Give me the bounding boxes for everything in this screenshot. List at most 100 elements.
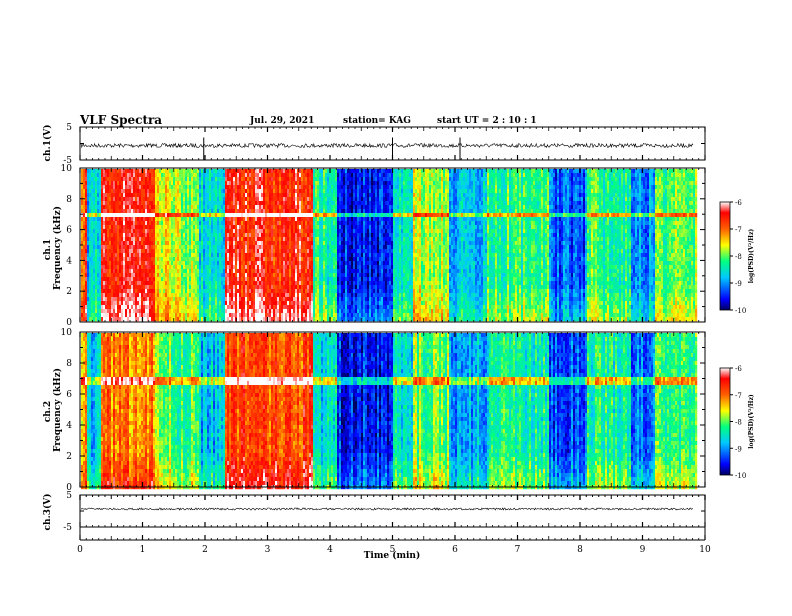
spectrogram-cell	[193, 217, 195, 221]
spectrogram-cell	[133, 273, 135, 277]
spectrogram-cell	[173, 177, 175, 181]
spectrogram-cell	[115, 217, 117, 221]
spectrogram-cell	[229, 281, 231, 285]
spectrogram-cell	[151, 269, 153, 273]
spectrogram-cell	[213, 177, 215, 181]
spectrogram-cell	[205, 309, 207, 313]
spectrogram-cell	[319, 265, 321, 269]
spectrogram-cell	[245, 205, 247, 209]
spectrogram-cell	[111, 185, 113, 189]
spectrogram-cell	[237, 225, 239, 229]
spectrogram-cell	[131, 189, 133, 193]
spectrogram-cell	[255, 229, 257, 233]
spectrogram-cell	[227, 189, 229, 193]
spectrogram-cell	[165, 277, 167, 281]
spectrogram-cell	[259, 217, 261, 221]
spectrogram-cell	[179, 237, 181, 241]
spectrogram-cell	[203, 293, 205, 297]
spectrogram-cell	[169, 177, 171, 181]
spectrogram-cell	[301, 265, 303, 269]
spectrogram-cell	[233, 221, 235, 225]
spectrogram-cell	[177, 249, 179, 253]
spectrogram-cell	[319, 181, 321, 185]
spectrogram-cell	[85, 249, 87, 253]
spectrogram-cell	[151, 173, 153, 177]
spectrogram-cell	[117, 265, 119, 269]
spectrogram-cell	[251, 301, 253, 305]
spectrogram-cell	[231, 169, 233, 173]
spectrogram-cell	[215, 193, 217, 197]
spectrogram-cell	[291, 269, 293, 273]
spectrogram-cell	[173, 233, 175, 237]
spectrogram-cell	[309, 177, 311, 181]
spectrogram-cell	[149, 237, 151, 241]
spectrogram-cell	[249, 285, 251, 289]
spectrogram-cell	[263, 189, 265, 193]
spectrogram-cell	[161, 305, 163, 309]
spectrogram-cell	[93, 269, 95, 273]
spectrogram-cell	[239, 281, 241, 285]
spectrogram-cell	[213, 301, 215, 305]
spectrogram-cell	[279, 289, 281, 293]
spectrogram-cell	[209, 313, 211, 317]
spectrogram-cell	[215, 317, 217, 321]
spectrogram-cell	[143, 301, 145, 305]
spectrogram-cell	[329, 197, 331, 201]
spectrogram-cell	[325, 173, 327, 177]
spectrogram-cell	[127, 169, 129, 173]
spectrogram-cell	[153, 269, 155, 273]
spectrogram-cell	[225, 265, 227, 269]
spectrogram-cell	[203, 269, 205, 273]
spectrogram-cell	[271, 237, 273, 241]
spectrogram-cell	[183, 173, 185, 177]
spectrogram-cell	[311, 261, 313, 265]
spectrogram-cell	[99, 285, 101, 289]
spectrogram-cell	[103, 257, 105, 261]
spectrogram-cell	[143, 229, 145, 233]
spectrogram-cell	[111, 177, 113, 181]
spectrogram-cell	[277, 237, 279, 241]
spectrogram-cell	[169, 197, 171, 201]
spectrogram-cell	[279, 201, 281, 205]
spectrogram-cell	[287, 313, 289, 317]
spectrogram-cell	[235, 309, 237, 313]
spectrogram-cell	[243, 293, 245, 297]
spectrogram-cell	[153, 293, 155, 297]
spectrogram-cell	[203, 245, 205, 249]
spectrogram-cell	[185, 313, 187, 317]
spectrogram-cell	[315, 297, 317, 301]
spectrogram-cell	[319, 269, 321, 273]
spectrogram-cell	[249, 277, 251, 281]
spectrogram-cell	[329, 177, 331, 181]
spectrogram-cell	[219, 169, 221, 173]
spectrogram-cell	[231, 213, 233, 217]
spectrogram-cell	[301, 305, 303, 309]
spectrogram-cell	[175, 249, 177, 253]
spectrogram-cell	[91, 217, 93, 221]
spectrogram-cell	[229, 261, 231, 265]
spectrogram-cell	[301, 213, 303, 217]
spectrogram-cell	[87, 253, 89, 257]
spectrogram-cell	[281, 297, 283, 301]
spectrogram-cell	[241, 221, 243, 225]
spectrogram-cell	[329, 305, 331, 309]
spectrogram-cell	[227, 313, 229, 317]
spectrogram-cell	[331, 225, 333, 229]
spectrogram-cell	[287, 213, 289, 217]
spectrogram-cell	[309, 233, 311, 237]
spectrogram-cell	[329, 193, 331, 197]
spectrogram-cell	[297, 229, 299, 233]
spectrogram-cell	[101, 205, 103, 209]
spectrogram-cell	[159, 217, 161, 221]
spectrogram-cell	[281, 305, 283, 309]
spectrogram-cell	[165, 253, 167, 257]
spectrogram-cell	[165, 269, 167, 273]
spectrogram-cell	[287, 189, 289, 193]
spectrogram-cell	[173, 189, 175, 193]
spectrogram-cell	[95, 233, 97, 237]
spectrogram-cell	[147, 177, 149, 181]
spectrogram-cell	[261, 181, 263, 185]
spectrogram-cell	[187, 217, 189, 221]
spectrogram-cell	[329, 313, 331, 317]
spectrogram-cell	[327, 173, 329, 177]
